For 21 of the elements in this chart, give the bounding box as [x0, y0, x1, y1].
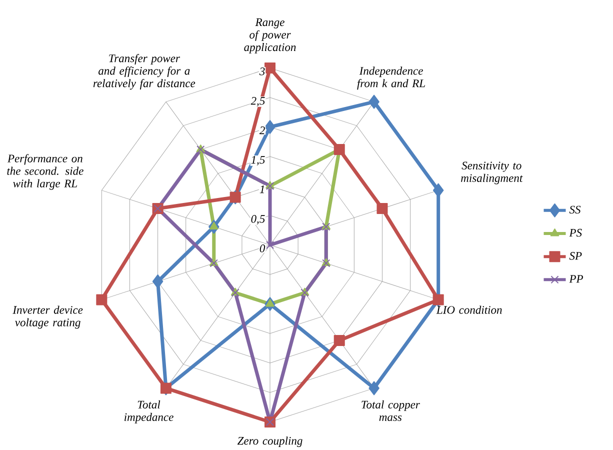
- legend-label: PP: [569, 275, 583, 283]
- y-tick-label: 0,5: [251, 215, 265, 224]
- legend-label: SS: [569, 206, 581, 214]
- spoke-label: Sensitivity to misalingment: [461, 162, 523, 184]
- spoke-label: Zero coupling: [237, 436, 302, 448]
- legend-label: SP: [569, 252, 582, 260]
- spoke-label: LIO condition: [436, 306, 502, 314]
- y-tick-label: 0: [260, 244, 266, 252]
- spoke-label: Total impedance: [124, 400, 174, 424]
- legend-label: PS: [569, 228, 582, 237]
- y-tick-label: 3: [259, 68, 265, 76]
- y-tick-label: 1,5: [251, 156, 265, 166]
- y-tick-label: 2,5: [250, 97, 265, 106]
- spoke-label: Independence from k and RL: [357, 66, 425, 90]
- spoke-label: Total copper mass: [362, 400, 420, 422]
- spoke-label: Transfer power and efficiency for a relatively far distance: [93, 54, 196, 90]
- y-tick-label: 2: [259, 126, 265, 134]
- y-tick-label: 1: [260, 186, 264, 194]
- spoke-label: Inverter device voltage rating: [12, 306, 83, 329]
- spoke-label: Performance on the second. side with large RL: [7, 154, 84, 190]
- spoke-label: Range of power application: [244, 18, 296, 54]
